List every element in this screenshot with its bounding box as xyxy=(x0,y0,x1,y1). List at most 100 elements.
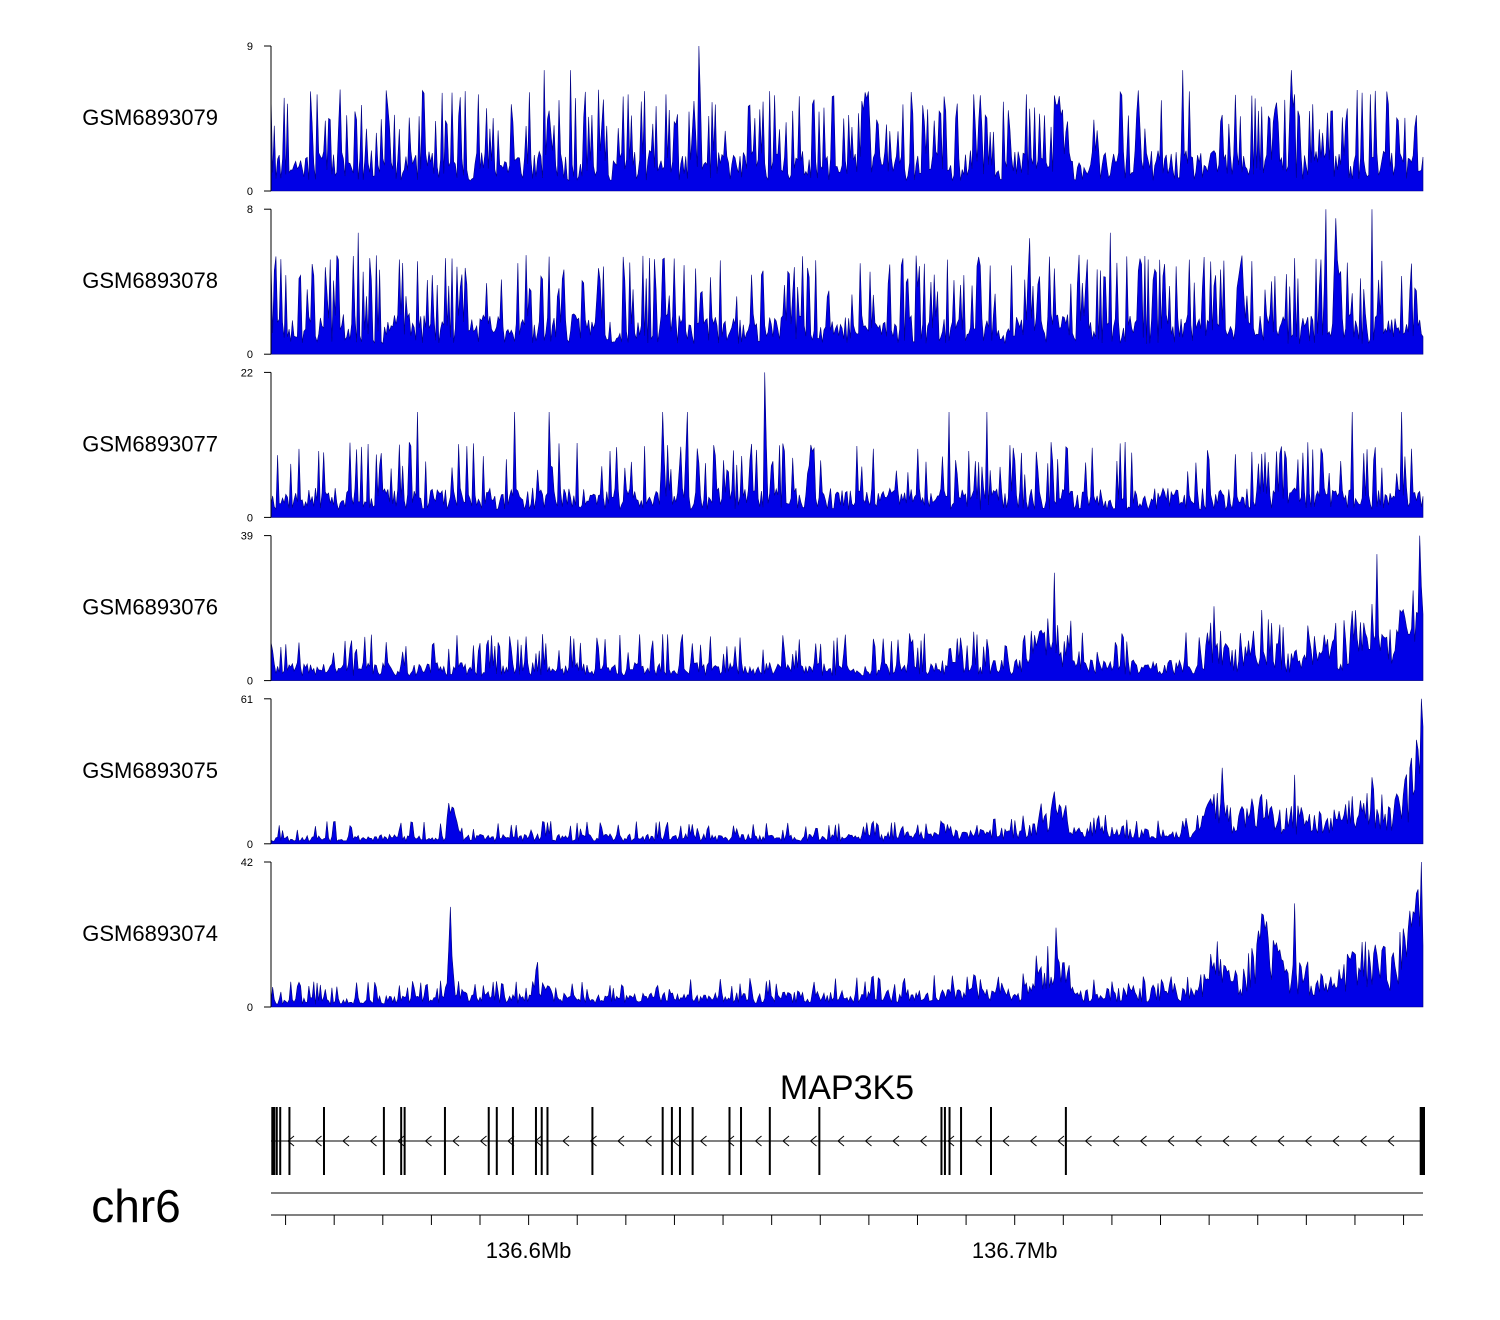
y-axis-min-label: 0 xyxy=(247,186,253,198)
track-GSM6893078: 8 0 GSM6893078 xyxy=(82,204,1424,361)
y-axis-min-label: 0 xyxy=(247,839,253,851)
strand-chevron xyxy=(1387,1135,1395,1147)
y-axis-min-label: 0 xyxy=(247,349,253,361)
y-axis-max-label: 42 xyxy=(241,857,253,869)
strand-chevron xyxy=(287,1135,295,1147)
strand-chevron xyxy=(1139,1135,1147,1147)
strand-chevron xyxy=(1249,1135,1257,1147)
coverage-area xyxy=(270,698,1424,845)
gene-exon xyxy=(443,1107,446,1175)
y-axis-max-label: 9 xyxy=(247,41,253,53)
strand-chevron xyxy=(754,1135,762,1147)
gene-exon xyxy=(1421,1107,1425,1175)
strand-chevron xyxy=(782,1135,790,1147)
gene-exon xyxy=(678,1107,681,1175)
strand-chevron xyxy=(1112,1135,1120,1147)
axis-position-label: 136.7Mb xyxy=(972,1238,1058,1263)
gene-exon xyxy=(768,1107,771,1175)
strand-chevron xyxy=(562,1135,570,1147)
gene-exon xyxy=(400,1107,403,1175)
strand-chevron xyxy=(947,1135,955,1147)
strand-chevron xyxy=(809,1135,817,1147)
track-label: GSM6893078 xyxy=(82,268,218,293)
gene-exon xyxy=(511,1107,514,1175)
y-axis-min-label: 0 xyxy=(247,512,253,524)
track-label: GSM6893076 xyxy=(82,595,218,620)
strand-chevron xyxy=(1029,1135,1037,1147)
strand-chevron xyxy=(479,1135,487,1147)
strand-chevron xyxy=(1084,1135,1092,1147)
gene-exon xyxy=(271,1107,276,1175)
gene-exon xyxy=(546,1107,549,1175)
strand-chevron xyxy=(672,1135,680,1147)
gene-track: MAP3K5 xyxy=(271,1069,1425,1175)
genomic-axis: chr6 136.6Mb 136.7Mb xyxy=(91,1180,1423,1263)
strand-chevron xyxy=(1057,1135,1065,1147)
gene-exon xyxy=(534,1107,537,1175)
strand-chevron xyxy=(1304,1135,1312,1147)
strand-chevron xyxy=(314,1135,322,1147)
coverage-area xyxy=(270,45,1424,192)
y-axis-max-label: 61 xyxy=(241,694,253,706)
strand-chevron xyxy=(974,1135,982,1147)
gene-exon xyxy=(591,1107,594,1175)
coverage-tracks: 9 0 GSM6893079 8 0 GSM6893078 22 0 GSM6893077 39 0… xyxy=(82,41,1424,1014)
strand-chevron xyxy=(369,1135,377,1147)
track-label: GSM6893077 xyxy=(82,431,218,456)
track-label: GSM6893074 xyxy=(82,921,218,946)
strand-chevron xyxy=(1222,1135,1230,1147)
strand-chevron xyxy=(1277,1135,1285,1147)
strand-chevron xyxy=(892,1135,900,1147)
track-label: GSM6893075 xyxy=(82,758,218,783)
track-GSM6893074: 42 0 GSM6893074 xyxy=(82,857,1424,1014)
gene-exon xyxy=(495,1107,498,1175)
gene-exon xyxy=(990,1107,992,1175)
y-axis-min-label: 0 xyxy=(247,1002,253,1014)
strand-chevron xyxy=(727,1135,735,1147)
gene-exon xyxy=(322,1107,325,1175)
track-GSM6893075: 61 0 GSM6893075 xyxy=(82,694,1424,851)
gene-exon xyxy=(1064,1107,1067,1175)
y-axis-max-label: 22 xyxy=(241,367,253,379)
gene-exon xyxy=(275,1107,278,1175)
chromosome-label: chr6 xyxy=(91,1180,180,1232)
y-axis-max-label: 39 xyxy=(241,531,253,543)
strand-chevron xyxy=(644,1135,652,1147)
gene-exon xyxy=(948,1107,951,1175)
strand-chevron xyxy=(919,1135,927,1147)
gene-exon xyxy=(279,1107,282,1175)
gene-exon xyxy=(487,1107,490,1175)
gene-exon xyxy=(382,1107,385,1175)
gene-exon xyxy=(288,1107,291,1175)
strand-chevron xyxy=(589,1135,597,1147)
strand-chevron xyxy=(424,1135,432,1147)
strand-chevron xyxy=(617,1135,625,1147)
strand-chevron xyxy=(837,1135,845,1147)
gene-exon xyxy=(540,1107,543,1175)
gene-exon xyxy=(940,1107,943,1175)
strand-chevron xyxy=(342,1135,350,1147)
strand-chevron xyxy=(1332,1135,1340,1147)
coverage-area xyxy=(270,209,1424,355)
coverage-area xyxy=(270,372,1424,518)
strand-chevron xyxy=(452,1135,460,1147)
gene-exon xyxy=(670,1107,673,1175)
gene-exon xyxy=(661,1107,664,1175)
axis-position-label: 136.6Mb xyxy=(486,1238,572,1263)
track-label: GSM6893079 xyxy=(82,105,218,130)
strand-chevron xyxy=(1002,1135,1010,1147)
y-axis-min-label: 0 xyxy=(247,676,253,688)
strand-chevron xyxy=(864,1135,872,1147)
gene-exon xyxy=(818,1107,821,1175)
coverage-area xyxy=(270,535,1424,681)
strand-chevron xyxy=(1167,1135,1175,1147)
strand-chevron xyxy=(1359,1135,1367,1147)
strand-chevron xyxy=(699,1135,707,1147)
gene-exon xyxy=(740,1107,743,1175)
gene-exon xyxy=(728,1107,731,1175)
track-GSM6893079: 9 0 GSM6893079 xyxy=(82,41,1424,198)
track-GSM6893076: 39 0 GSM6893076 xyxy=(82,531,1424,688)
strand-chevron xyxy=(1194,1135,1202,1147)
y-axis-max-label: 8 xyxy=(247,204,253,216)
